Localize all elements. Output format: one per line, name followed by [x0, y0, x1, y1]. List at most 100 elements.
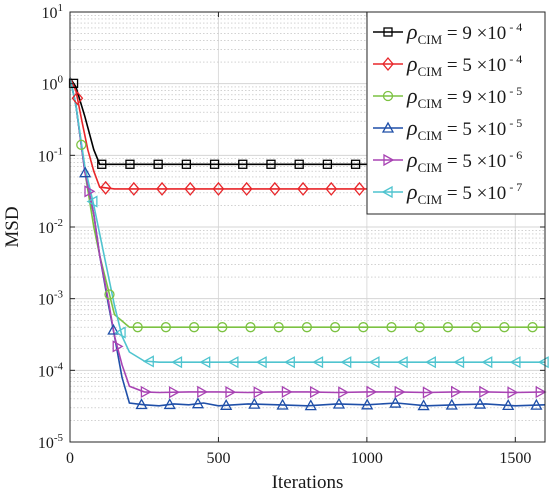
series-marker	[86, 195, 98, 208]
series-marker	[240, 181, 253, 196]
series-marker	[225, 386, 237, 399]
series-marker	[255, 356, 267, 369]
series-marker	[350, 159, 361, 169]
series-marker	[389, 396, 402, 408]
series-marker	[509, 356, 521, 369]
series-marker	[248, 397, 261, 409]
series-marker	[481, 356, 493, 369]
series-marker	[414, 322, 425, 333]
legend-label: ρCIM = 5 ×10 - 5	[406, 115, 522, 143]
series-marker	[338, 386, 350, 399]
legend-label: ρCIM = 9 ×10 - 5	[406, 83, 522, 111]
series-marker	[502, 399, 515, 410]
series-marker	[473, 397, 487, 409]
series-marker	[112, 340, 124, 353]
series-marker	[171, 356, 183, 369]
series-marker	[191, 397, 205, 409]
series-marker	[276, 398, 289, 410]
legend-label: ρCIM = 5 ×10 - 4	[406, 51, 522, 79]
legend-marker	[382, 90, 394, 102]
y-tick-label: 10-5	[38, 432, 64, 452]
series-marker	[76, 139, 87, 150]
series-marker	[99, 180, 112, 195]
series-marker	[283, 356, 295, 369]
series-marker	[114, 326, 126, 339]
series-marker	[386, 322, 397, 333]
series-marker	[79, 166, 92, 178]
legend-marker	[383, 27, 393, 37]
x-tick-label: 0	[66, 450, 74, 467]
series-marker	[281, 385, 293, 399]
series-marker	[253, 386, 265, 399]
series-marker	[212, 181, 225, 196]
series-marker	[442, 322, 454, 333]
series-marker	[445, 398, 458, 410]
y-tick-label: 10-4	[38, 360, 64, 380]
x-tick-label: 1000	[351, 450, 383, 467]
series-marker	[479, 385, 491, 399]
series-marker	[470, 322, 482, 333]
series-marker	[301, 322, 313, 333]
series-marker	[97, 159, 107, 169]
series-marker	[209, 159, 220, 169]
legend-marker	[383, 153, 395, 167]
series-marker	[132, 322, 143, 333]
x-tick-label: 1500	[499, 450, 531, 467]
series-marker	[127, 181, 140, 196]
series-marker	[245, 322, 256, 333]
y-tick-label: 10-1	[38, 145, 63, 165]
series-marker	[273, 322, 284, 333]
series-marker	[312, 356, 324, 369]
series-marker	[453, 356, 465, 369]
series-marker	[84, 185, 96, 198]
series-marker	[168, 386, 180, 399]
series-marker	[199, 356, 211, 369]
series-marker	[140, 385, 152, 399]
series-marker	[197, 385, 209, 399]
series-marker	[266, 159, 276, 169]
series-marker	[294, 159, 304, 169]
series-marker	[238, 159, 248, 169]
legend-marker	[382, 56, 394, 72]
y-tick-label: 100	[42, 74, 64, 94]
series-marker	[156, 181, 168, 196]
series-line	[69, 77, 545, 363]
series-marker	[297, 181, 309, 196]
series-marker	[353, 181, 366, 196]
series-marker	[188, 322, 200, 333]
legend-label: ρCIM = 5 ×10 - 7	[406, 179, 522, 207]
series-marker	[153, 159, 163, 169]
series-marker	[163, 398, 176, 410]
series-marker	[332, 397, 346, 409]
series-marker	[125, 159, 135, 169]
y-axis-label: MSD	[2, 206, 23, 247]
series-marker	[368, 356, 380, 369]
x-axis-ticks: 0 500 1000 1500	[66, 12, 531, 467]
y-axis-ticks: 10-5 10-4 10-3 10-2 10-1 100 101	[38, 2, 545, 452]
legend-label: ρCIM = 9 ×10 - 4	[406, 19, 522, 47]
legend-box	[366, 11, 546, 215]
series-marker	[396, 356, 408, 369]
series-marker	[537, 356, 549, 369]
series-marker	[422, 386, 434, 399]
series-marker	[358, 322, 369, 333]
series-marker	[220, 398, 233, 410]
series-marker	[227, 356, 239, 369]
series-marker	[450, 385, 462, 399]
series-marker	[361, 398, 374, 410]
series-marker	[417, 399, 430, 411]
series-marker	[142, 355, 154, 368]
series-marker	[107, 323, 120, 335]
series-marker	[184, 181, 197, 196]
series-marker	[499, 322, 510, 333]
legend-marker	[381, 121, 395, 133]
series-marker	[322, 159, 333, 169]
series-marker	[325, 181, 338, 196]
series-marker	[340, 356, 352, 369]
series-marker	[71, 91, 84, 106]
series-marker	[530, 398, 543, 410]
y-tick-label: 101	[42, 2, 64, 22]
series-marker	[329, 322, 341, 333]
x-tick-label: 500	[206, 450, 230, 467]
